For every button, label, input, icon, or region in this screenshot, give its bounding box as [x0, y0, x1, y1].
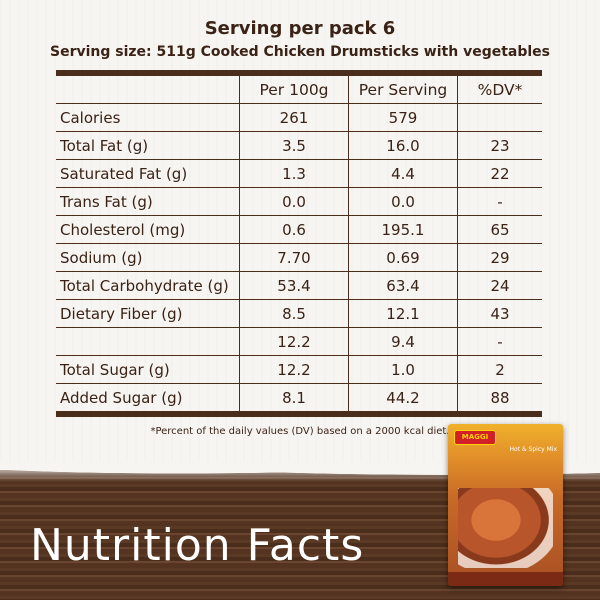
- cell-per-serving: 12.1: [348, 299, 458, 328]
- cell-dv: 29: [457, 243, 542, 272]
- cell-dv: -: [457, 327, 542, 356]
- cell-per-serving: 16.0: [348, 131, 458, 160]
- table-header-row: Per 100g Per Serving %DV*: [56, 70, 542, 104]
- table-row: Cholesterol (mg) 0.6 195.1 65: [56, 215, 542, 244]
- column-header-dv: %DV*: [457, 70, 542, 104]
- nutrition-table: Per 100g Per Serving %DV* Calories 261 579…: [56, 70, 542, 417]
- cell-nutrient: Cholesterol (mg): [56, 215, 240, 244]
- cell-dv: 24: [457, 271, 542, 300]
- cell-per-serving: 1.0: [348, 355, 458, 384]
- package-bottom-band: [448, 572, 563, 586]
- cell-per-100g: 261: [239, 103, 349, 132]
- cell-per-serving: 579: [348, 103, 458, 132]
- cell-dv: 23: [457, 131, 542, 160]
- table-row: Total Fat (g) 3.5 16.0 23: [56, 131, 542, 160]
- cell-dv: 88: [457, 383, 542, 417]
- column-header-per-serving: Per Serving: [348, 70, 458, 104]
- cell-nutrient: Trans Fat (g): [56, 187, 240, 216]
- cell-per-serving: 63.4: [348, 271, 458, 300]
- cell-nutrient: Calories: [56, 103, 240, 132]
- table-row: Added Sugar (g) 8.1 44.2 88: [56, 383, 542, 417]
- cell-per-serving: 0.0: [348, 187, 458, 216]
- cell-nutrient: [56, 327, 240, 356]
- table-row: Calories 261 579: [56, 103, 542, 132]
- cell-per-100g: 0.6: [239, 215, 349, 244]
- column-header-nutrient: [56, 70, 240, 104]
- nutrition-facts-banner: Nutrition Facts: [30, 520, 365, 571]
- cell-per-serving: 44.2: [348, 383, 458, 417]
- cell-nutrient: Total Sugar (g): [56, 355, 240, 384]
- cell-nutrient: Dietary Fiber (g): [56, 299, 240, 328]
- serving-size: Serving size: 511g Cooked Chicken Drumst…: [50, 44, 550, 60]
- table-row: Sodium (g) 7.70 0.69 29: [56, 243, 542, 272]
- cell-nutrient: Sodium (g): [56, 243, 240, 272]
- cell-dv: -: [457, 187, 542, 216]
- cell-per-100g: 8.1: [239, 383, 349, 417]
- cell-per-100g: 3.5: [239, 131, 349, 160]
- chicken-tray-image: [458, 488, 553, 568]
- cell-nutrient: Total Fat (g): [56, 131, 240, 160]
- column-header-per-100g: Per 100g: [239, 70, 349, 104]
- cell-dv: 22: [457, 159, 542, 188]
- cell-per-serving: 4.4: [348, 159, 458, 188]
- cell-dv: 2: [457, 355, 542, 384]
- table-row: 12.2 9.4-: [56, 327, 542, 356]
- cell-per-100g: 53.4: [239, 271, 349, 300]
- cell-per-100g: 0.0: [239, 187, 349, 216]
- cell-per-100g: 12.2: [239, 355, 349, 384]
- product-package-image: MAGGI Hot & Spicy Mix: [448, 424, 563, 586]
- table-row: Total Sugar (g) 12.2 1.0 2: [56, 355, 542, 384]
- package-label: Hot & Spicy Mix: [509, 446, 557, 453]
- table-row: Trans Fat (g) 0.0 0.0-: [56, 187, 542, 216]
- table-row: Total Carbohydrate (g) 53.4 63.4 24: [56, 271, 542, 300]
- cell-per-serving: 9.4: [348, 327, 458, 356]
- cell-per-100g: 8.5: [239, 299, 349, 328]
- cell-per-100g: 7.70: [239, 243, 349, 272]
- cell-per-serving: 195.1: [348, 215, 458, 244]
- cell-nutrient: Total Carbohydrate (g): [56, 271, 240, 300]
- cell-per-serving: 0.69: [348, 243, 458, 272]
- brand-logo: MAGGI: [454, 430, 496, 445]
- table-row: Dietary Fiber (g) 8.5 12.1 43: [56, 299, 542, 328]
- cell-nutrient: Saturated Fat (g): [56, 159, 240, 188]
- footnote: *Percent of the daily values (DV) based …: [150, 426, 450, 437]
- cell-dv: [457, 103, 542, 132]
- cell-dv: 65: [457, 215, 542, 244]
- table-row: Saturated Fat (g) 1.3 4.4 22: [56, 159, 542, 188]
- cell-nutrient: Added Sugar (g): [56, 383, 240, 417]
- cell-per-100g: 12.2: [239, 327, 349, 356]
- cell-dv: 43: [457, 299, 542, 328]
- cell-per-100g: 1.3: [239, 159, 349, 188]
- serving-per-pack: Serving per pack 6: [204, 18, 396, 39]
